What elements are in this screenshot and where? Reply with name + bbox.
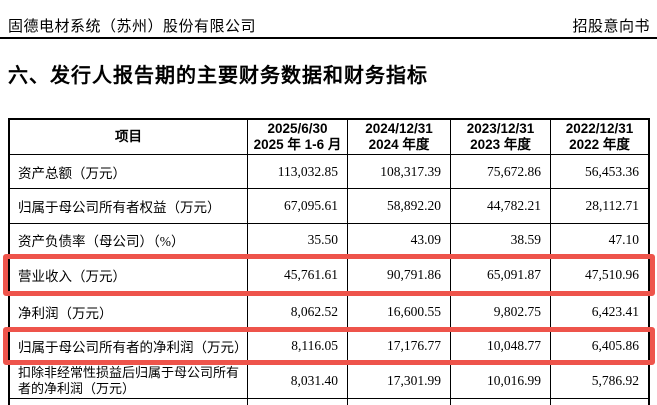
value-cell [451, 399, 551, 405]
value-cell: 9,802.75 [451, 295, 551, 328]
table-row-parent-equity: 归属于母公司所有者权益（万元） 67,095.61 58,892.20 44,7… [10, 189, 648, 224]
value-cell: 10,016.99 [451, 364, 551, 398]
column-header-2024: 2024/12/31 2024 年度 [348, 120, 451, 154]
header-divider [0, 37, 657, 39]
table-row-parent-net-profit: 归属于母公司所有者的净利润（万元） 8,116.05 17,176.77 10,… [3, 327, 655, 365]
value-cell: 58,892.20 [348, 189, 451, 223]
column-header-2023: 2023/12/31 2023 年度 [451, 120, 551, 154]
value-cell: 35.50 [248, 224, 348, 255]
value-cell: 8,031.40 [248, 364, 348, 398]
value-cell: 47.10 [608, 231, 639, 247]
value-cell: 10,048.77 [451, 329, 551, 363]
column-header-period: 2025 年 1-6 月 [253, 137, 342, 152]
value-cell: 5,786.92 [591, 373, 639, 388]
value-cell: 38.59 [451, 224, 551, 255]
value-cell: 28,112.71 [585, 198, 640, 213]
value-cell: 6,405.86 [591, 338, 639, 353]
value-cell: 44,782.21 [451, 189, 551, 223]
section-title: 六、发行人报告期的主要财务数据和财务指标 [8, 65, 428, 87]
value-cell: 8,062.52 [248, 295, 348, 328]
column-header-2025: 2025/6/30 2025 年 1-6 月 [248, 120, 348, 154]
value-cell: 90,791.86 [348, 256, 451, 294]
value-cell: 17,301.99 [348, 364, 451, 398]
column-header-2022: 2022/12/31 2022 年度 [551, 120, 648, 154]
financial-data-table: 项目 2025/6/30 2025 年 1-6 月 2024/12/31 202… [3, 118, 655, 405]
row-label-cell: 扣除非经常性损益后归属于母公司所有者的净利润（万元） [10, 364, 248, 398]
document-header: 固德电材系统（苏州）股份有限公司 招股意向书 [8, 15, 650, 36]
column-header-date: 2024/12/31 [365, 121, 433, 136]
table-row-net-profit: 净利润（万元） 8,062.52 16,600.55 9,802.75 6,42… [10, 295, 648, 329]
value-cell [248, 399, 348, 405]
table-row-deducted-net-profit: 扣除非经常性损益后归属于母公司所有者的净利润（万元） 8,031.40 17,3… [10, 364, 648, 399]
table-row-total-assets: 资产总额（万元） 113,032.85 108,317.39 75,672.86… [10, 155, 648, 189]
row-label-cell: 资产总额（万元） [10, 155, 248, 188]
column-header-date: 2025/6/30 [267, 121, 328, 136]
column-header-date: 2022/12/31 [565, 121, 634, 136]
value-cell [551, 399, 648, 405]
value-cell: 65,091.87 [451, 256, 551, 294]
table-row-partial [10, 399, 648, 405]
column-header-item: 项目 [10, 120, 248, 154]
value-cell: 8,116.05 [248, 329, 348, 363]
column-header-period: 2023 年度 [470, 137, 531, 152]
table-row-operating-revenue: 营业收入（万元） 45,761.61 90,791.86 65,091.87 4… [3, 254, 655, 296]
table-header-row: 项目 2025/6/30 2025 年 1-6 月 2024/12/31 202… [10, 120, 648, 155]
table-row-debt-ratio: 资产负债率（母公司）（%） 35.50 43.09 38.59 47.10 [10, 224, 648, 256]
value-cell: 108,317.39 [348, 155, 451, 188]
value-cell: 113,032.85 [248, 155, 348, 188]
column-header-period: 2024 年度 [368, 137, 430, 152]
value-cell: 75,672.86 [451, 155, 551, 188]
row-label-cell: 营业收入（万元） [10, 256, 248, 294]
company-name: 固德电材系统（苏州）股份有限公司 [8, 19, 257, 35]
value-cell: 47,510.96 [585, 267, 639, 282]
document-type-label: 招股意向书 [572, 19, 650, 35]
row-label-cell [10, 399, 248, 405]
value-cell: 43.09 [348, 224, 451, 255]
value-cell: 17,176.77 [348, 329, 451, 363]
row-label-cell: 归属于母公司所有者的净利润（万元） [10, 329, 248, 363]
column-header-period: 2022 年度 [569, 137, 630, 152]
column-header-date: 2023/12/31 [466, 121, 535, 136]
value-cell: 16,600.55 [348, 295, 451, 328]
value-cell: 45,761.61 [248, 256, 348, 294]
value-cell: 56,453.36 [585, 163, 639, 179]
column-header-label: 项目 [115, 129, 142, 144]
row-label-cell: 归属于母公司所有者权益（万元） [10, 189, 248, 223]
value-cell: 6,423.41 [591, 303, 639, 319]
value-cell: 67,095.61 [248, 189, 348, 223]
value-cell [348, 399, 451, 405]
row-label-cell: 净利润（万元） [10, 295, 248, 328]
row-label-cell: 资产负债率（母公司）（%） [10, 224, 248, 255]
